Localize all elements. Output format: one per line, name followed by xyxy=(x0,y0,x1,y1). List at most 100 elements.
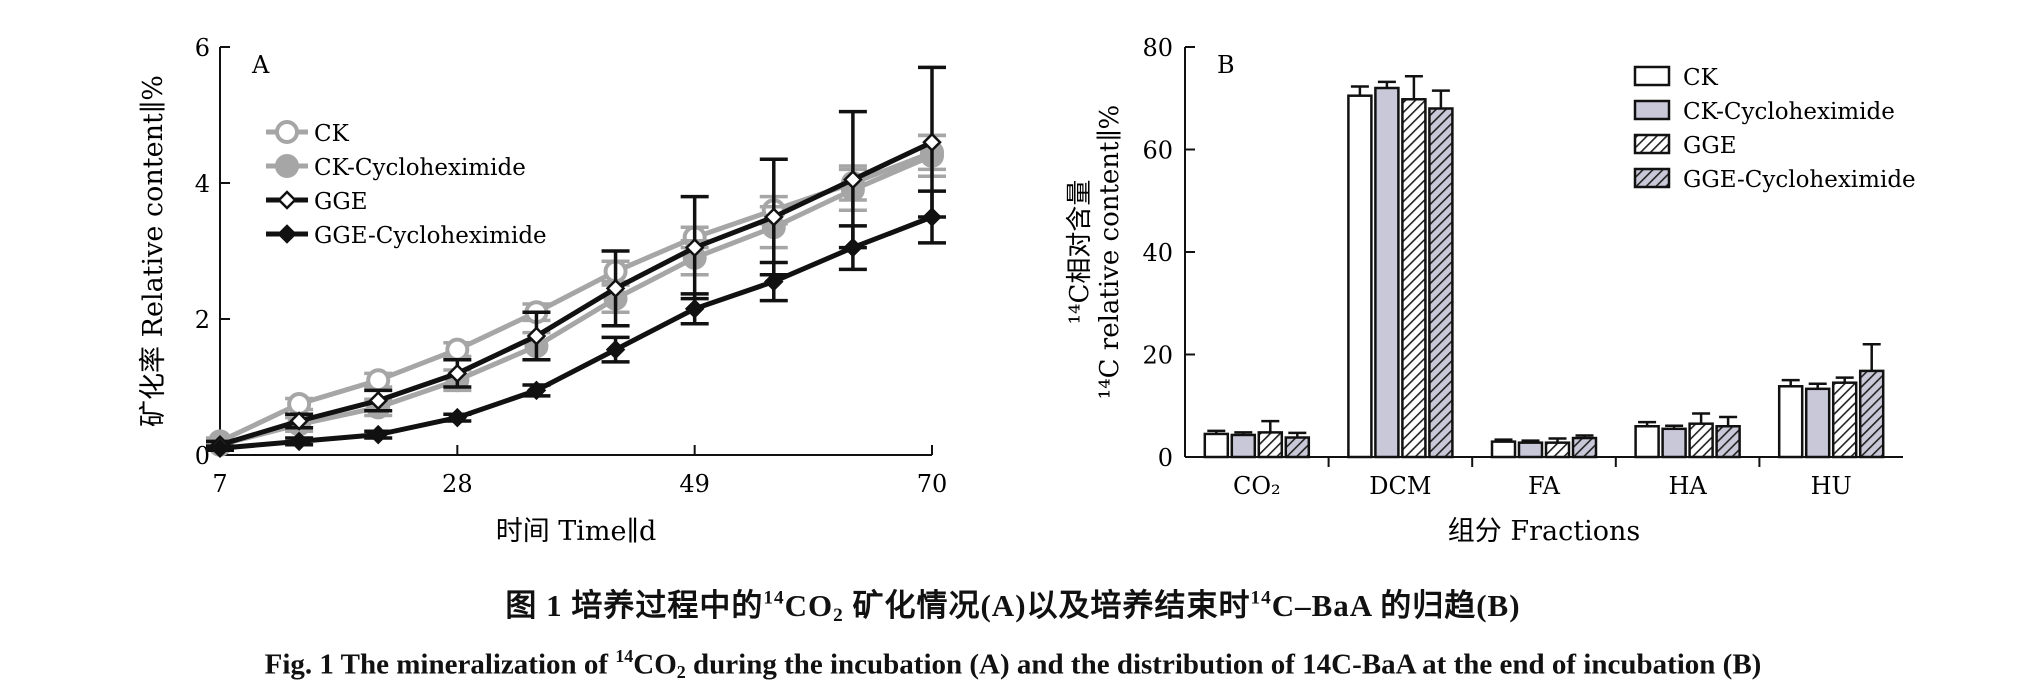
bar-gge-cycloheximide xyxy=(1571,436,1598,459)
bar-gge-cycloheximide xyxy=(1428,107,1454,459)
legend-swatch xyxy=(1633,133,1671,155)
caption-en-co: CO xyxy=(633,648,677,681)
legend-swatch xyxy=(1633,65,1671,87)
x-tick-label: 28 xyxy=(442,470,473,498)
data-point xyxy=(289,431,309,452)
legend: CK CK-Cycloheximide GGE GGE-Cycloheximide xyxy=(266,120,547,249)
legend-label: CK-Cycloheximide xyxy=(1683,99,1895,125)
legend-marker xyxy=(277,190,297,210)
legend-marker xyxy=(275,120,299,144)
bar-ck-cycloheximide xyxy=(1517,441,1544,459)
bar-ck xyxy=(1777,385,1804,459)
data-point xyxy=(447,407,468,428)
bar-ck-cycloheximide xyxy=(1374,86,1400,459)
data-point xyxy=(684,237,705,258)
bar-ck xyxy=(1347,94,1373,459)
legend-label: GGE xyxy=(314,189,368,215)
legend: CK CK-Cycloheximide GGE GGE-Cycloheximide xyxy=(1633,65,1916,193)
fraction-bar-chart: 0 20 40 60 80 CO₂ DCM FA HA HU B 组分 Fractions ¹⁴C相对含… xyxy=(1065,34,1916,547)
caption-en-sub: 2 xyxy=(676,662,686,683)
series-line xyxy=(219,214,933,451)
caption-cn-middle: 矿化情况(A)以及培养结束时 xyxy=(843,588,1251,623)
legend-label: GGE xyxy=(1683,133,1737,159)
data-point xyxy=(368,390,388,411)
bar-ck-cycloheximide xyxy=(1230,433,1257,459)
legend-swatch xyxy=(1633,167,1671,189)
legend-label: GGE-Cycloheximide xyxy=(1683,167,1916,193)
data-point xyxy=(526,380,547,401)
data-point xyxy=(843,237,863,258)
data-point xyxy=(447,363,468,384)
bar-ck xyxy=(1203,432,1230,459)
bar-ck xyxy=(1490,440,1517,459)
caption-en-prefix: Fig. 1 The mineralization of xyxy=(264,648,616,681)
y-tick-label: 2 xyxy=(195,306,210,334)
figure-caption-english: Fig. 1 The mineralization of 14CO2 durin… xyxy=(0,646,2026,683)
data-point xyxy=(922,207,942,227)
caption-cn-end: C–BaA 的归趋(B) xyxy=(1271,588,1521,623)
y-tick-label: 40 xyxy=(1142,239,1173,267)
panel-label: B xyxy=(1217,51,1235,79)
bar-gge xyxy=(1831,381,1858,459)
y-axis-title-cn: ¹⁴C相对含量 xyxy=(1065,180,1095,325)
series-line xyxy=(219,139,934,448)
y-tick-label: 6 xyxy=(195,34,210,62)
panel-label: A xyxy=(251,51,270,79)
figure: 0 2 4 6 7 28 49 70 A 时间 Time∥d 矿化率 Relative conten… xyxy=(138,34,1916,547)
series-ck-cycloheximide xyxy=(206,133,946,457)
x-tick-label: CO₂ xyxy=(1233,472,1281,500)
data-point xyxy=(366,368,391,393)
data-point xyxy=(684,299,705,319)
data-point xyxy=(605,339,626,360)
series-ck xyxy=(206,133,946,454)
legend-label: CK-Cycloheximide xyxy=(314,155,526,181)
data-point xyxy=(445,337,470,362)
bar-gge-cycloheximide xyxy=(1284,436,1311,459)
data-point xyxy=(843,169,863,190)
bar-gge xyxy=(1257,431,1284,459)
data-point xyxy=(210,438,230,458)
x-tick-label: HA xyxy=(1668,472,1707,500)
data-point xyxy=(287,392,312,416)
caption-cn-sup1: 14 xyxy=(763,587,785,609)
y-axis-title-en: ¹⁴C relative content∥% xyxy=(1095,105,1125,399)
caption-en-end: during the incubation (A) and the distri… xyxy=(685,648,1762,681)
caption-cn-co: CO xyxy=(784,588,834,623)
y-axis-title: 矿化率 Relative content∥% xyxy=(138,75,169,427)
y-tick-label: 4 xyxy=(195,170,210,198)
bar-gge xyxy=(1688,422,1714,459)
x-tick-label: 70 xyxy=(917,470,948,498)
series-gge-cycloheximide xyxy=(206,189,946,458)
x-axis-title: 组分 Fractions xyxy=(1448,516,1640,547)
caption-cn-prefix: 图 1 培养过程中的 xyxy=(505,588,764,623)
x-tick-label: FA xyxy=(1528,472,1561,500)
x-tick-label: HU xyxy=(1811,472,1852,500)
legend-label: CK xyxy=(1683,65,1719,91)
y-tick-label: 60 xyxy=(1142,137,1173,165)
data-point xyxy=(368,424,388,445)
caption-cn-sub: 2 xyxy=(833,604,844,626)
legend-swatch xyxy=(1633,99,1671,121)
caption-en-sup: 14 xyxy=(615,646,634,666)
data-point xyxy=(289,411,309,431)
legend-label: GGE-Cycloheximide xyxy=(314,223,547,249)
caption-cn-sup2: 14 xyxy=(1250,587,1272,609)
bar-gge-cycloheximide xyxy=(1858,369,1885,459)
y-tick-label: 80 xyxy=(1142,34,1173,62)
data-point xyxy=(526,326,547,346)
x-tick-label: 49 xyxy=(679,470,710,498)
series-line xyxy=(219,153,933,448)
bar-gge xyxy=(1401,98,1427,459)
legend-marker xyxy=(275,154,299,178)
bar-gge-cycloheximide xyxy=(1715,425,1741,459)
legend-marker xyxy=(277,224,297,244)
x-tick-label: 7 xyxy=(212,470,227,498)
data-point xyxy=(764,207,784,227)
y-tick-label: 0 xyxy=(1158,444,1173,472)
bar-gge xyxy=(1544,441,1571,459)
bar-ck xyxy=(1634,425,1660,459)
figure-caption-chinese: 图 1 培养过程中的14CO2 矿化情况(A)以及培养结束时14C–BaA 的归… xyxy=(0,580,2026,627)
x-tick-label: DCM xyxy=(1369,472,1431,500)
data-point xyxy=(922,132,942,152)
